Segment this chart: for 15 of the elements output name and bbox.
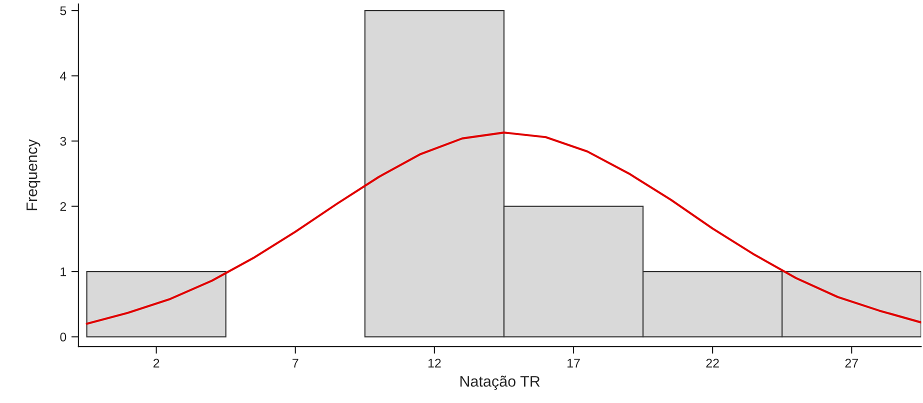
line-series [86, 132, 922, 325]
x-axis-title: Natação TR [460, 376, 540, 390]
x-tick-label: 22 [706, 358, 719, 368]
x-tick-label: 17 [568, 358, 580, 368]
y-tick-label: 2 [60, 202, 66, 211]
x-tick-label: 27 [845, 358, 858, 368]
x-tick-label: 12 [428, 358, 441, 368]
y-tick-label: 4 [60, 72, 66, 80]
y-tick-label: 5 [60, 6, 66, 16]
x-tick-label: 2 [153, 358, 160, 368]
y-tick-label: 0 [60, 332, 66, 342]
x-tick-label: 7 [292, 358, 298, 368]
y-tick-label: 1 [60, 267, 66, 276]
y-tick-label: 3 [60, 136, 66, 146]
y-axis-title: Frequency [26, 139, 40, 210]
